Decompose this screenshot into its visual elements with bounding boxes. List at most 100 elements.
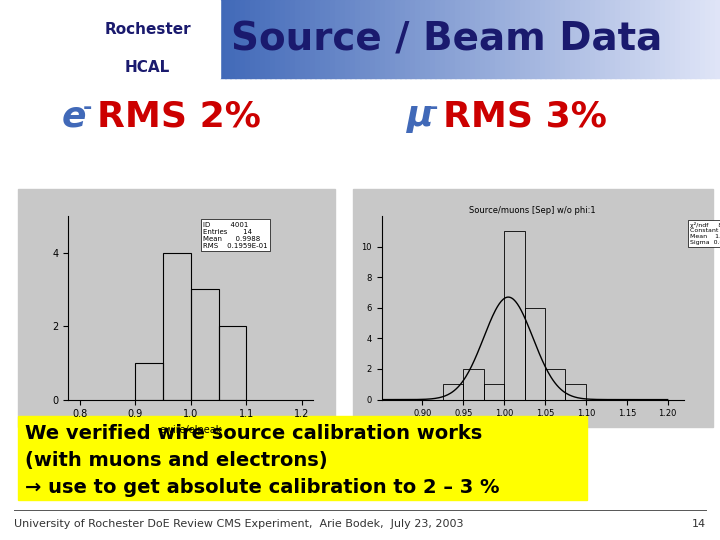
Bar <box>18 416 587 500</box>
Bar <box>355 0 361 78</box>
Bar <box>191 289 219 400</box>
Text: We verified wire source calibration works: We verified wire source calibration work… <box>25 424 482 443</box>
Bar <box>379 0 386 78</box>
Bar <box>484 384 504 400</box>
Bar <box>440 0 446 78</box>
Bar <box>245 0 251 78</box>
Bar <box>645 0 652 78</box>
Bar <box>464 369 484 400</box>
Bar <box>400 0 406 78</box>
Text: 14: 14 <box>691 519 706 529</box>
Bar <box>655 0 662 78</box>
Bar <box>350 0 356 78</box>
Bar <box>284 0 291 78</box>
Bar <box>550 0 557 78</box>
Bar <box>310 0 316 78</box>
Bar <box>625 0 631 78</box>
Bar <box>474 0 481 78</box>
Text: → use to get absolute calibration to 2 – 3 %: → use to get absolute calibration to 2 –… <box>25 478 500 497</box>
Bar <box>305 0 311 78</box>
Bar <box>615 0 621 78</box>
Bar <box>360 0 366 78</box>
Text: RMS 3%: RMS 3% <box>443 99 607 133</box>
Bar <box>294 0 301 78</box>
Bar <box>565 0 572 78</box>
Title: Source/muons [Sep] w/o phi:1: Source/muons [Sep] w/o phi:1 <box>469 206 596 215</box>
Bar <box>595 0 601 78</box>
Bar <box>260 0 266 78</box>
Bar <box>163 253 191 400</box>
Bar <box>560 0 567 78</box>
Bar <box>445 0 451 78</box>
Bar <box>345 0 351 78</box>
Text: -: - <box>428 98 438 118</box>
Bar <box>18 189 335 427</box>
Text: Rochester: Rochester <box>104 22 191 37</box>
Bar <box>225 0 231 78</box>
Bar <box>465 0 472 78</box>
Bar <box>353 189 713 427</box>
Bar <box>430 0 436 78</box>
Bar <box>415 0 421 78</box>
Bar <box>460 0 467 78</box>
Bar <box>525 308 545 400</box>
Bar <box>570 0 576 78</box>
Bar <box>650 0 657 78</box>
Text: (with muons and electrons): (with muons and electrons) <box>25 451 328 470</box>
Bar <box>665 0 671 78</box>
Bar <box>495 0 501 78</box>
Bar <box>545 369 565 400</box>
Bar <box>605 0 611 78</box>
Text: χ²/ndf     8.998/9
Constant  6.768+1.478
Mean    1.005±0.005075
Sigma  0.03062±0: χ²/ndf 8.998/9 Constant 6.768+1.478 Mean… <box>690 221 720 245</box>
Bar <box>515 0 521 78</box>
Bar <box>600 0 606 78</box>
Bar <box>690 0 696 78</box>
Bar <box>443 384 464 400</box>
Bar <box>575 0 581 78</box>
Bar <box>585 0 591 78</box>
Bar <box>580 0 586 78</box>
Bar <box>525 0 531 78</box>
Bar <box>135 363 163 400</box>
Text: ID         4001
Entries       14
Mean      0.9988
RMS    0.1959E-01: ID 4001 Entries 14 Mean 0.9988 RMS 0.195… <box>203 221 268 248</box>
Bar <box>485 0 491 78</box>
Bar <box>705 0 711 78</box>
Bar <box>635 0 642 78</box>
Bar <box>555 0 562 78</box>
Bar <box>395 0 401 78</box>
Bar <box>330 0 336 78</box>
Bar <box>325 0 331 78</box>
Text: RMS 2%: RMS 2% <box>97 99 261 133</box>
Bar <box>695 0 701 78</box>
Bar <box>320 0 326 78</box>
Bar <box>480 0 486 78</box>
Bar <box>520 0 526 78</box>
Bar <box>265 0 271 78</box>
Text: e: e <box>61 99 86 133</box>
Bar <box>565 384 586 400</box>
Bar <box>410 0 416 78</box>
Bar <box>250 0 256 78</box>
Bar <box>590 0 596 78</box>
X-axis label: ewire/elpeak: ewire/elpeak <box>160 425 222 435</box>
Bar <box>660 0 667 78</box>
Bar <box>300 0 306 78</box>
Bar <box>289 0 296 78</box>
Bar <box>670 0 676 78</box>
Text: HCAL: HCAL <box>125 60 170 75</box>
Bar <box>504 231 525 400</box>
Text: -: - <box>83 98 92 118</box>
Bar <box>455 0 462 78</box>
Bar <box>610 0 616 78</box>
Bar <box>620 0 626 78</box>
Bar <box>220 0 226 78</box>
Bar <box>374 0 381 78</box>
Bar <box>470 0 476 78</box>
Bar <box>274 0 281 78</box>
Bar <box>530 0 536 78</box>
Text: University of Rochester DoE Review CMS Experiment,  Arie Bodek,  July 23, 2003: University of Rochester DoE Review CMS E… <box>14 519 464 529</box>
Bar <box>685 0 691 78</box>
Bar <box>540 0 546 78</box>
Bar <box>450 0 456 78</box>
Bar <box>384 0 391 78</box>
